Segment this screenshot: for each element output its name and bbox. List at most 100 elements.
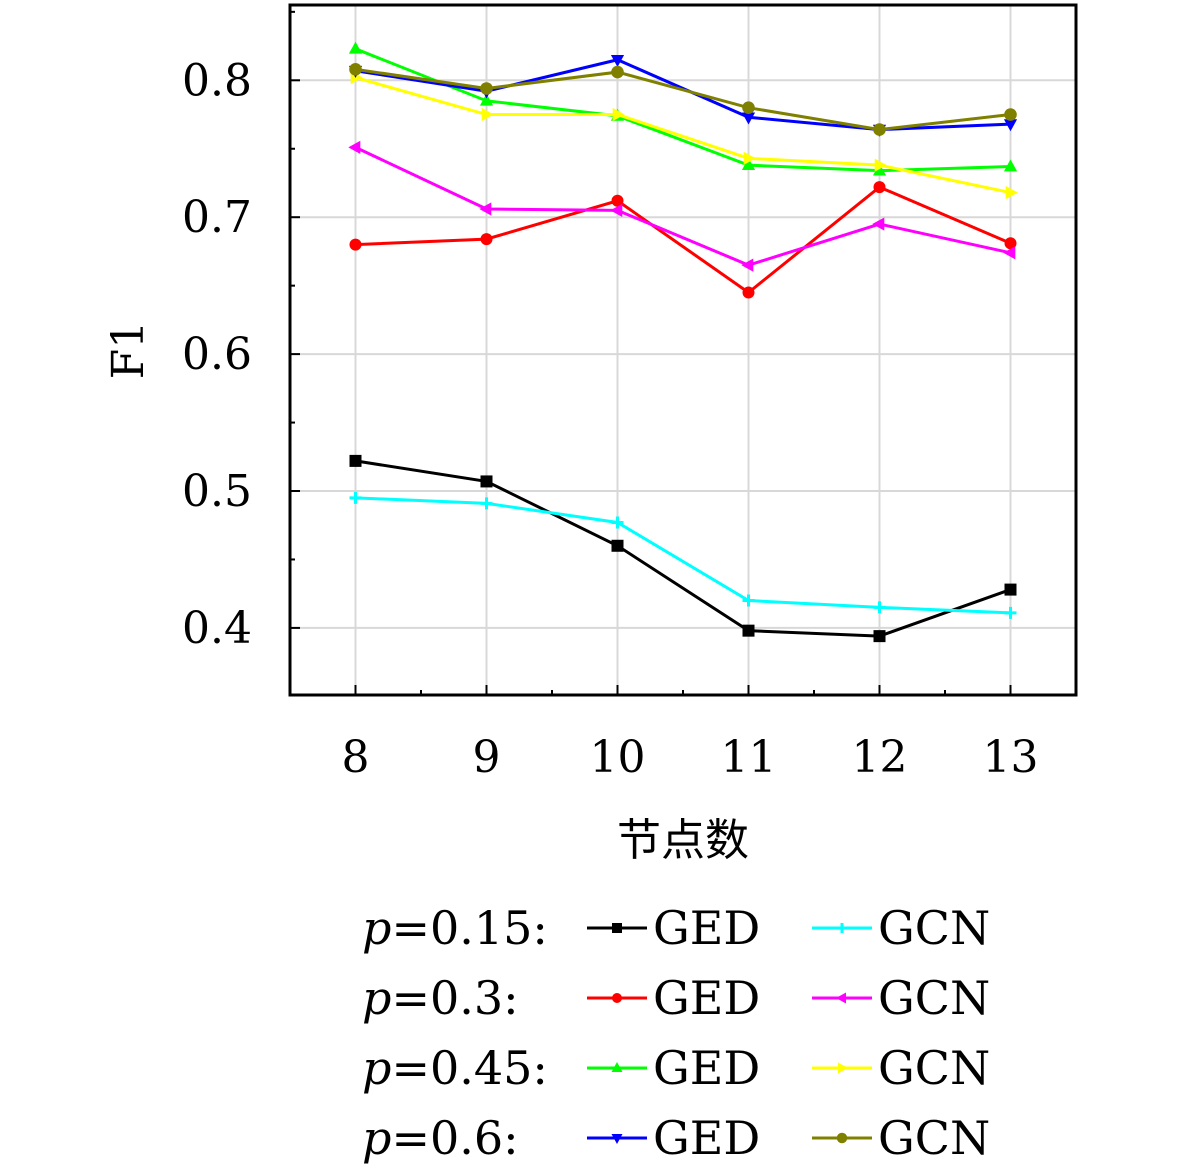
y-tick-label: 0.6: [182, 329, 252, 380]
legend-group-label: p=0.15:: [362, 901, 548, 955]
data-point: [1004, 606, 1017, 619]
series-line: [355, 58, 1011, 132]
x-tick-label: 12: [852, 732, 908, 783]
legend-row: p=0.45: GED GCN: [362, 1033, 1042, 1103]
series-ged-p015: [349, 454, 1017, 643]
legend-swatch: [812, 1132, 872, 1144]
legend-group-label: p=0.45:: [362, 1041, 548, 1095]
series-line: [354, 146, 1011, 267]
data-point: [742, 286, 755, 299]
x-tick-label: 9: [473, 732, 501, 783]
legend-row: p=0.15: GED GCN: [362, 893, 1042, 963]
series-ged-p03: [349, 181, 1017, 299]
data-point: [1003, 159, 1018, 172]
x-tick-label: 11: [721, 732, 777, 783]
data-point: [742, 594, 755, 607]
grid: [290, 5, 1076, 695]
x-tick-labels: 8 9 10 11 12 13: [342, 732, 1039, 783]
legend-item: GED: [587, 971, 812, 1025]
legend-label: GED: [653, 901, 761, 955]
series-line: [355, 185, 1012, 295]
legend-swatch: [812, 992, 872, 1004]
y-tick-label: 0.8: [182, 55, 252, 106]
data-point: [611, 194, 624, 207]
data-point: [611, 65, 624, 79]
legend-marker: [611, 1134, 623, 1144]
legend-group-label: p=0.6:: [362, 1111, 519, 1165]
data-point: [479, 93, 494, 106]
data-point: [874, 158, 887, 172]
data-point: [742, 624, 755, 637]
data-point: [872, 163, 887, 176]
data-point: [349, 491, 362, 504]
legend-marker: [836, 1132, 848, 1144]
series-gcn-p015: [349, 491, 1017, 619]
data-point: [873, 181, 886, 194]
data-point: [479, 202, 492, 216]
data-point: [480, 233, 493, 246]
legend-label: GED: [653, 1111, 761, 1165]
data-point: [480, 475, 493, 488]
line-chart: 8 9 10 11 12 13 0.4 0.5 0.6 0.7 0.8 节点数 F1: [103, 3, 1078, 866]
series-ged-p045: [348, 41, 1018, 176]
legend-label: GED: [653, 1041, 761, 1095]
data-point: [743, 151, 756, 165]
x-axis-title: 节点数: [617, 815, 749, 866]
legend-item: GED: [587, 1111, 812, 1165]
series-line: [355, 496, 1011, 615]
legend-swatch: [812, 1062, 872, 1074]
data-point: [349, 238, 362, 251]
data-point: [873, 123, 886, 136]
data-point: [1004, 237, 1017, 250]
data-point: [1003, 119, 1018, 132]
data-point: [480, 82, 493, 95]
legend-item: GCN: [812, 1041, 1037, 1095]
y-tick-label: 0.4: [182, 603, 252, 654]
legend-row: p=0.3: GED GCN: [362, 963, 1042, 1033]
legend-marker: [837, 923, 847, 933]
legend-label: GCN: [878, 1041, 991, 1095]
data-point: [611, 516, 624, 529]
y-tick-labels: 0.4 0.5 0.6 0.7 0.8: [182, 55, 252, 654]
data-point: [873, 601, 886, 614]
y-tick-label: 0.5: [182, 466, 252, 517]
legend: p=0.15: GED GCN p=0.3: GED GCN p=0.45: GED GCN p=…: [362, 893, 1042, 1173]
legend-swatch: [587, 993, 647, 1003]
legend-label: GED: [653, 971, 761, 1025]
legend-row: p=0.6: GED GCN: [362, 1103, 1042, 1173]
data-point: [741, 112, 756, 125]
data-point: [872, 217, 885, 231]
y-axis-title: F1: [103, 321, 154, 380]
data-point: [611, 539, 624, 552]
legend-swatch: [812, 923, 872, 933]
legend-label: GCN: [878, 901, 991, 955]
data-point: [349, 63, 362, 76]
series-line: [355, 76, 1011, 195]
y-tick-label: 0.7: [182, 192, 252, 243]
series-line: [355, 67, 1011, 132]
data-point: [873, 630, 886, 643]
data-point: [741, 157, 756, 170]
series-line: [355, 459, 1012, 638]
data-point: [1004, 108, 1017, 121]
data-point: [1004, 583, 1017, 596]
legend-group-label: p=0.3:: [362, 971, 519, 1025]
legend-marker: [838, 1062, 848, 1074]
legend-swatch: [587, 1134, 647, 1144]
data-point: [742, 101, 755, 114]
legend-item: GCN: [812, 901, 1037, 955]
legend-marker: [836, 992, 846, 1004]
x-tick-label: 8: [342, 732, 370, 783]
legend-marker: [612, 993, 622, 1003]
data-point: [348, 41, 363, 54]
x-tick-label: 10: [590, 732, 646, 783]
legend-label: GCN: [878, 1111, 991, 1165]
data-point: [612, 107, 625, 122]
data-point: [481, 107, 494, 122]
data-point: [349, 454, 362, 467]
series-gcn-p06: [349, 63, 1017, 136]
legend-marker: [612, 923, 622, 933]
data-point: [610, 203, 623, 217]
data-point: [1003, 246, 1016, 260]
x-tick-label: 13: [983, 732, 1039, 783]
